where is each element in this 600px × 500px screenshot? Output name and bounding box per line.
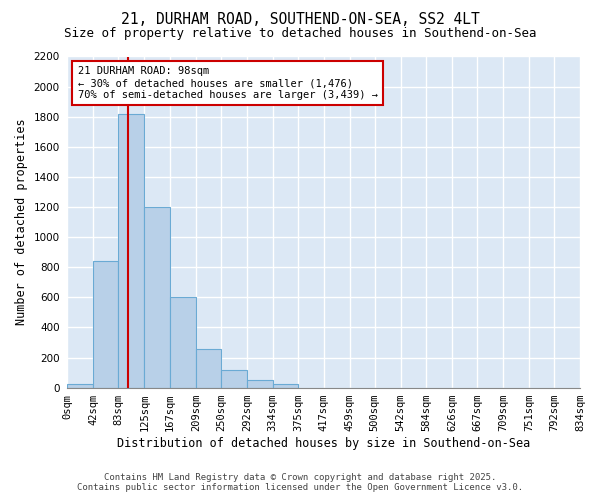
- Text: Contains HM Land Registry data © Crown copyright and database right 2025.
Contai: Contains HM Land Registry data © Crown c…: [77, 473, 523, 492]
- Bar: [196, 350, 221, 388]
- Bar: [170, 298, 196, 388]
- Bar: [273, 384, 298, 388]
- Bar: [247, 380, 273, 388]
- Bar: [67, 384, 93, 388]
- Bar: [144, 207, 170, 388]
- Bar: [221, 370, 247, 388]
- Bar: [93, 261, 118, 388]
- Bar: [118, 114, 144, 388]
- Y-axis label: Number of detached properties: Number of detached properties: [15, 119, 28, 326]
- X-axis label: Distribution of detached houses by size in Southend-on-Sea: Distribution of detached houses by size …: [117, 437, 530, 450]
- Text: 21 DURHAM ROAD: 98sqm
← 30% of detached houses are smaller (1,476)
70% of semi-d: 21 DURHAM ROAD: 98sqm ← 30% of detached …: [77, 66, 377, 100]
- Text: 21, DURHAM ROAD, SOUTHEND-ON-SEA, SS2 4LT: 21, DURHAM ROAD, SOUTHEND-ON-SEA, SS2 4L…: [121, 12, 479, 28]
- Text: Size of property relative to detached houses in Southend-on-Sea: Size of property relative to detached ho…: [64, 28, 536, 40]
